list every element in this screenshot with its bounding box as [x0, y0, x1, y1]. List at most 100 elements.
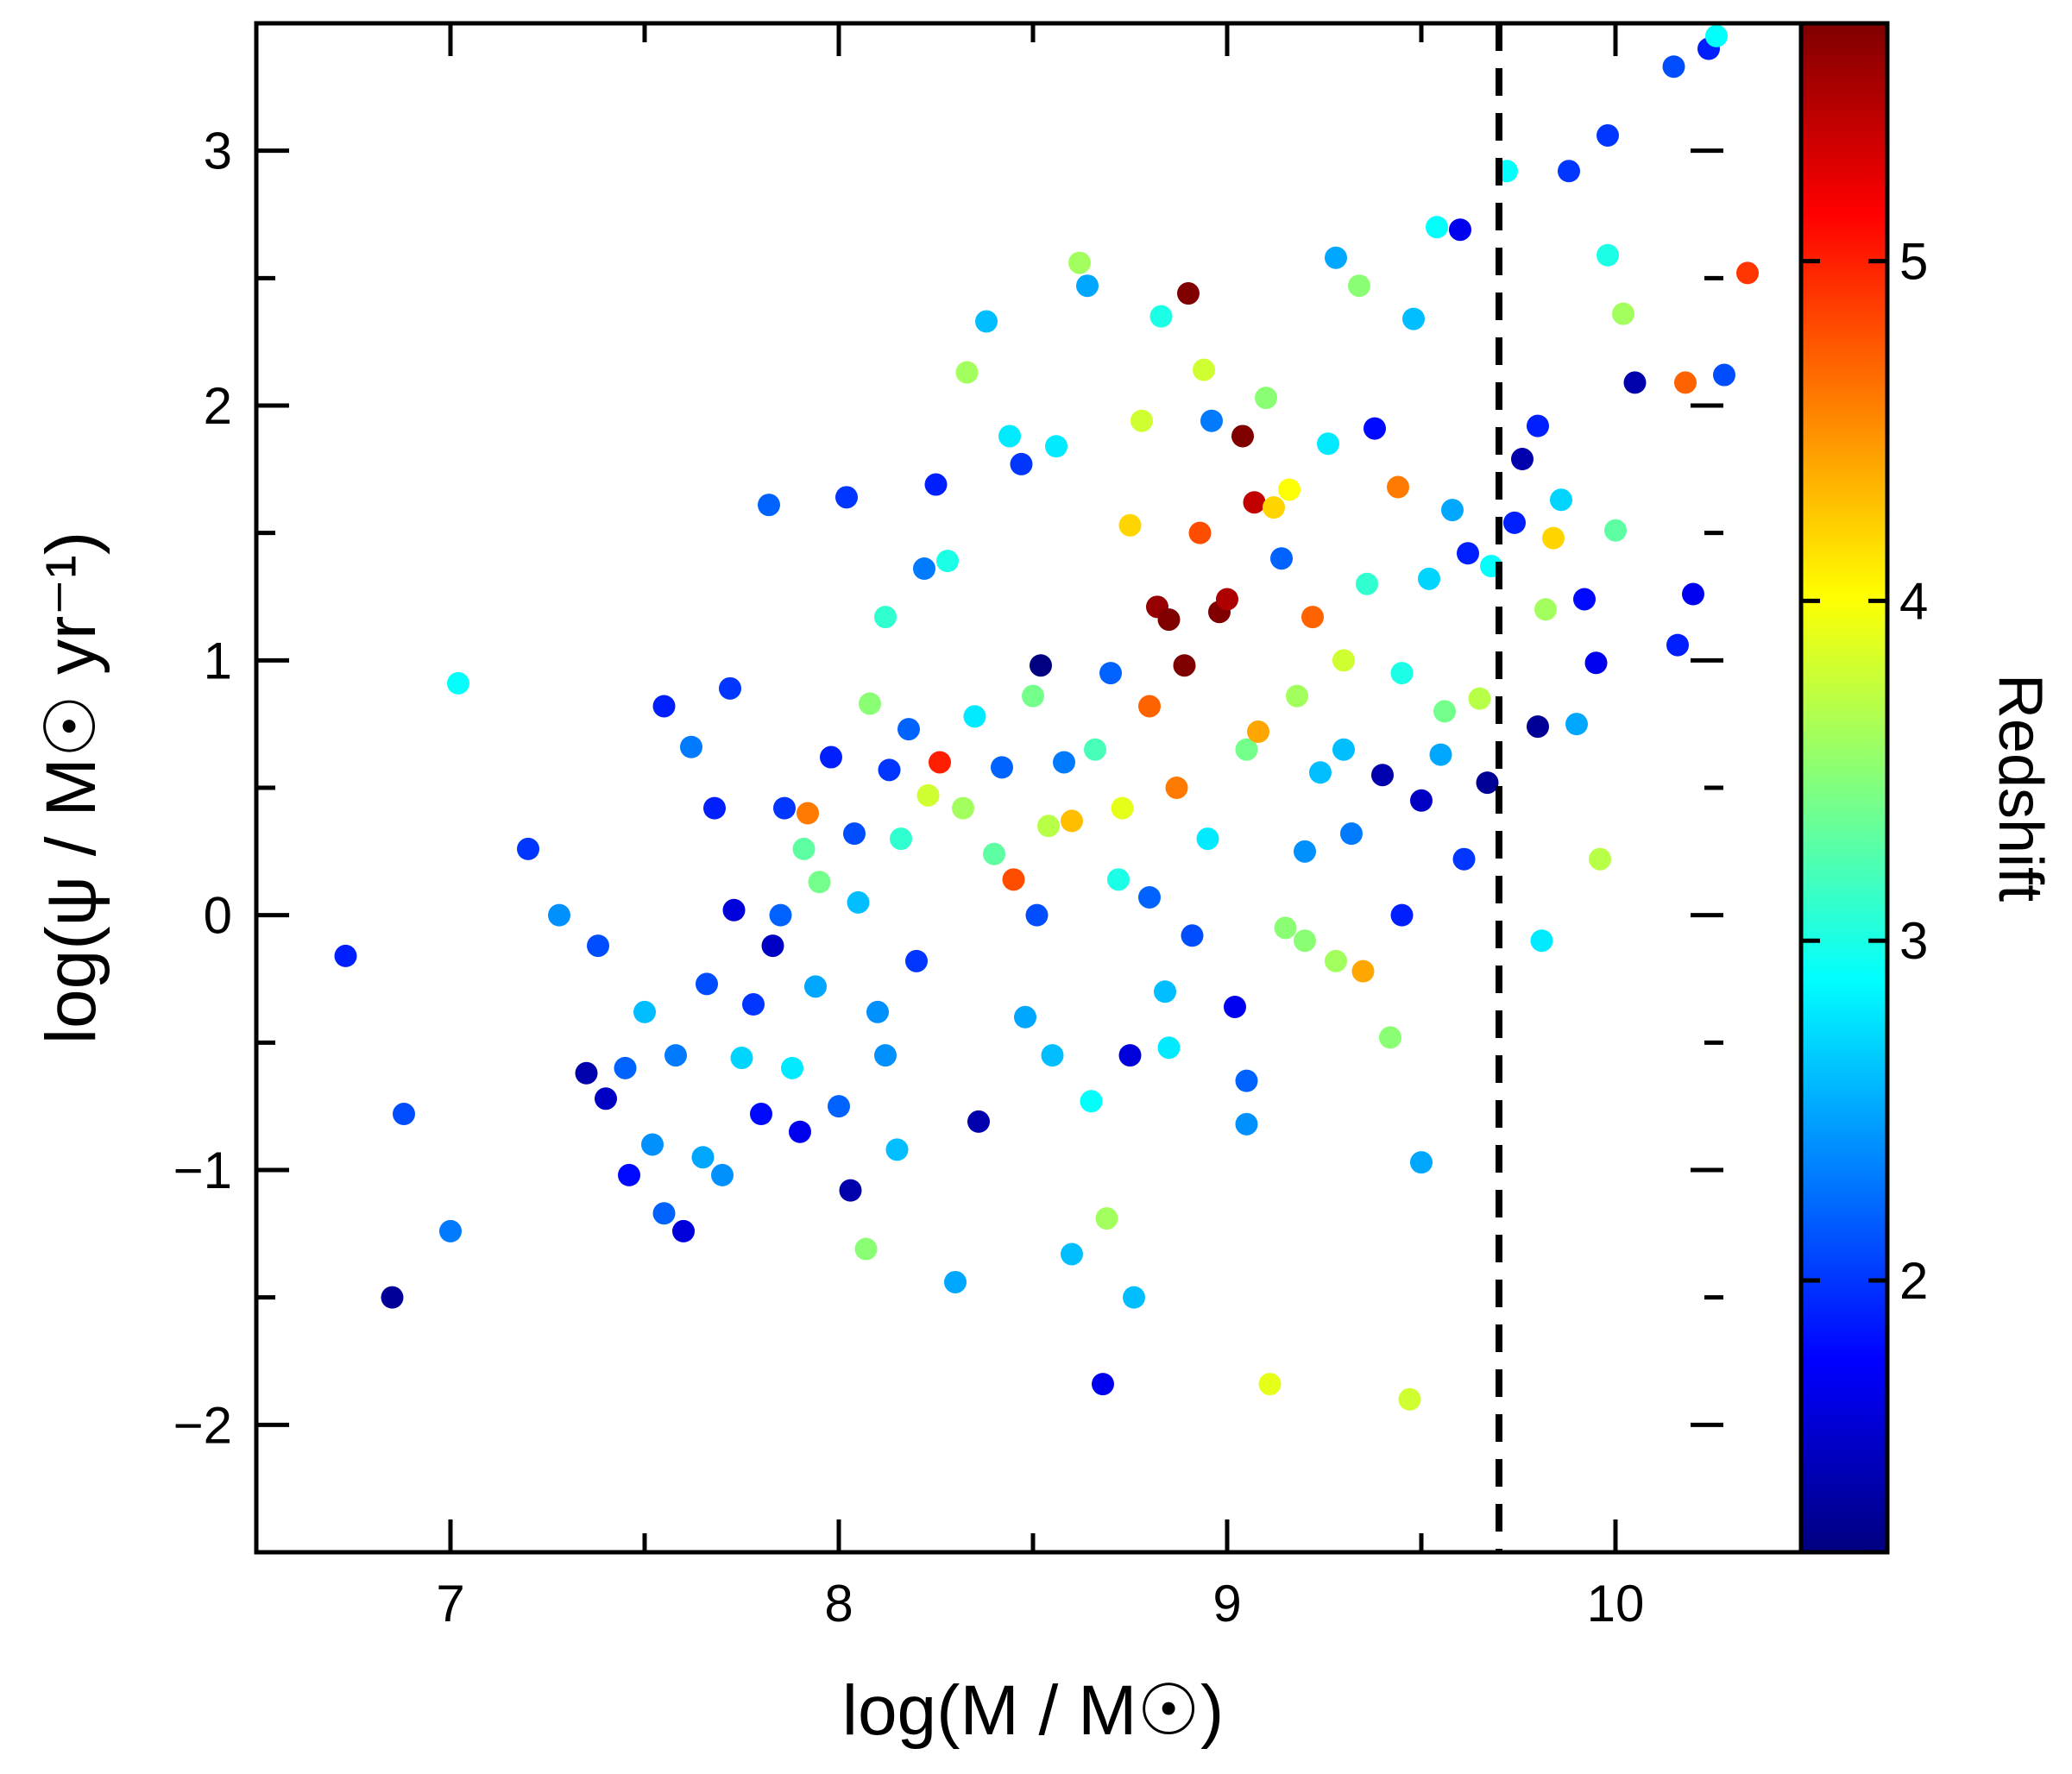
- data-point: [1325, 246, 1347, 269]
- data-point: [1286, 684, 1308, 708]
- data-point: [1157, 608, 1181, 632]
- data-point: [874, 1044, 897, 1067]
- data-point: [1584, 651, 1608, 675]
- data-point: [1041, 1044, 1064, 1067]
- data-point: [890, 827, 912, 851]
- data-point: [719, 676, 741, 700]
- data-point: [1123, 1286, 1145, 1309]
- y-tick-label: 1: [204, 632, 232, 689]
- data-point: [1165, 777, 1188, 799]
- data-point: [781, 1056, 803, 1079]
- data-point: [1418, 567, 1440, 590]
- data-point: [955, 361, 979, 384]
- data-point: [1682, 582, 1704, 606]
- data-point: [614, 1056, 637, 1079]
- data-point: [1235, 1112, 1258, 1135]
- data-point: [1332, 649, 1355, 672]
- data-point: [1662, 55, 1685, 79]
- data-point: [1231, 425, 1254, 448]
- scatter-points: [334, 24, 1759, 1411]
- data-point: [711, 1163, 734, 1186]
- data-point: [1107, 868, 1130, 891]
- data-point: [1045, 435, 1067, 458]
- data-point: [1348, 274, 1370, 298]
- data-point: [1713, 363, 1735, 387]
- data-point: [575, 1061, 598, 1085]
- colorbar-tick-label: 2: [1899, 1252, 1928, 1310]
- x-axis-title: log(M / M☉): [842, 1671, 1225, 1750]
- y-tick-label: 2: [204, 377, 232, 435]
- data-point: [1449, 218, 1471, 242]
- data-point: [1154, 980, 1176, 1003]
- data-point: [843, 822, 866, 846]
- data-point: [1025, 903, 1049, 927]
- data-point: [439, 1219, 462, 1242]
- data-point: [1243, 491, 1266, 514]
- data-point: [859, 692, 881, 715]
- colorbar-ticks: [1801, 259, 1887, 1283]
- data-point: [1216, 588, 1238, 611]
- data-point: [769, 903, 792, 927]
- data-point: [1604, 519, 1627, 542]
- data-point: [1573, 588, 1596, 611]
- data-point: [1138, 885, 1161, 909]
- data-point: [1010, 452, 1033, 475]
- data-point: [1076, 274, 1099, 298]
- data-point: [1340, 822, 1363, 846]
- data-point: [334, 944, 357, 967]
- data-point: [1061, 809, 1083, 833]
- data-point: [1193, 358, 1215, 381]
- data-point: [1263, 496, 1285, 519]
- data-point: [595, 1087, 617, 1110]
- data-point: [1527, 414, 1549, 437]
- data-point: [998, 425, 1021, 448]
- data-point: [1301, 606, 1324, 629]
- data-point: [618, 1163, 640, 1186]
- x-tick-label: 9: [1212, 1575, 1241, 1632]
- data-point: [1379, 1026, 1401, 1049]
- data-point: [1736, 261, 1759, 285]
- plot-frame: [254, 21, 1812, 1555]
- data-point: [1084, 738, 1106, 761]
- data-point: [758, 494, 780, 517]
- data-point: [905, 949, 928, 972]
- data-point: [1387, 475, 1409, 499]
- data-point: [1014, 1005, 1036, 1029]
- data-point: [1398, 1387, 1421, 1411]
- data-point: [936, 550, 959, 573]
- data-point: [991, 756, 1013, 779]
- data-point: [680, 735, 702, 758]
- data-point: [792, 837, 816, 860]
- data-point: [1118, 513, 1142, 537]
- data-point: [924, 473, 948, 496]
- data-point: [1173, 654, 1196, 677]
- data-point: [1030, 654, 1052, 677]
- data-point: [1390, 662, 1414, 685]
- data-point: [897, 718, 920, 741]
- data-point: [1674, 371, 1697, 394]
- data-point: [1705, 24, 1728, 47]
- data-point: [1061, 1242, 1083, 1266]
- data-point: [1270, 547, 1293, 570]
- data-point: [1053, 751, 1075, 774]
- data-point: [1623, 371, 1647, 394]
- data-point: [1247, 720, 1269, 744]
- data-point: [1325, 949, 1347, 972]
- colorbar-title: Redshift: [1986, 674, 2055, 902]
- data-point: [789, 1120, 811, 1143]
- data-point: [1111, 796, 1134, 820]
- data-point: [652, 695, 676, 718]
- colorbar: [1798, 21, 1890, 1555]
- data-point: [1130, 409, 1153, 432]
- data-point: [517, 837, 539, 860]
- data-point: [1332, 738, 1355, 761]
- data-point: [703, 796, 726, 820]
- data-point: [1441, 499, 1464, 522]
- data-point: [1410, 1151, 1433, 1174]
- y-tick-label: −2: [173, 1396, 232, 1454]
- data-point: [1426, 216, 1448, 239]
- colorbar-tick-label: 3: [1899, 912, 1928, 970]
- data-point: [652, 1202, 676, 1225]
- data-point: [1542, 526, 1565, 550]
- data-point: [1612, 302, 1634, 325]
